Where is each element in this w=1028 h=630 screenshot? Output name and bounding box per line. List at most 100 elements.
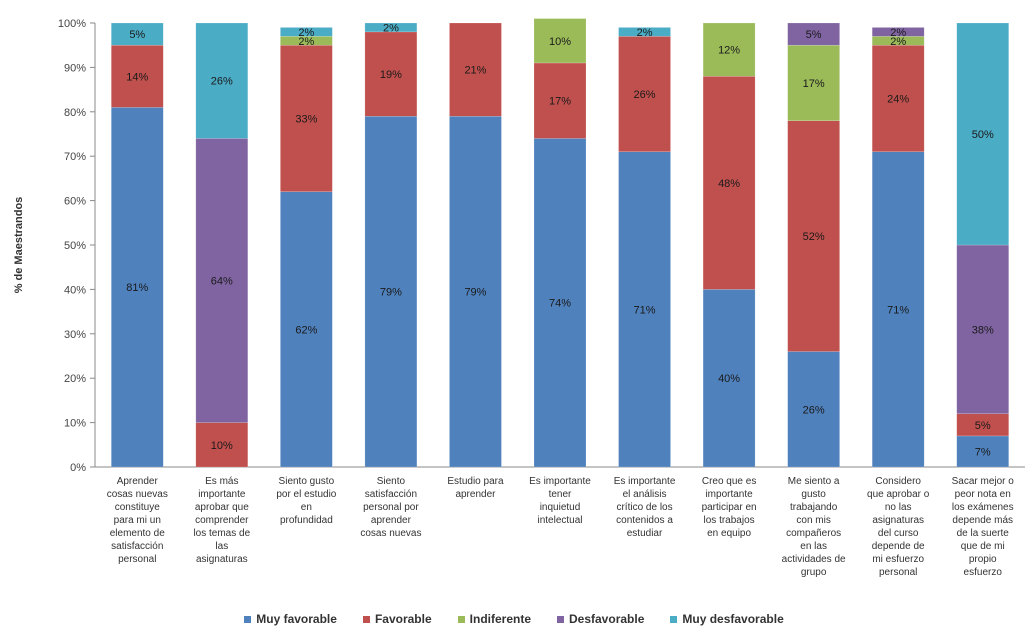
x-tick-label: crítico de los	[616, 502, 672, 513]
legend-label: Desfavorable	[569, 612, 645, 626]
data-label: 81%	[126, 282, 148, 294]
x-tick-label: que de mi	[961, 541, 1005, 552]
data-label: 40%	[718, 373, 740, 385]
bar-segment	[618, 151, 671, 468]
data-label: 10%	[211, 440, 233, 452]
legend-item: Indiferente	[457, 612, 531, 626]
y-tick-label: 0%	[70, 462, 86, 474]
x-tick-label: contenidos a	[616, 515, 673, 526]
data-label: 33%	[295, 113, 317, 125]
data-label: 38%	[972, 324, 994, 336]
data-label: 50%	[972, 129, 994, 141]
x-tick-label: grupo	[801, 567, 827, 578]
bar-segment	[364, 31, 418, 117]
data-label: 2%	[890, 27, 906, 39]
bar-segment	[280, 191, 333, 468]
bar-segment	[787, 22, 840, 46]
stacked-bar-chart: % de Maestrandos 0% 10% 20% 30% 40% 50% 60% 70% 8…	[13, 18, 1025, 578]
legend-swatch	[457, 615, 465, 623]
data-label: 52%	[803, 231, 825, 243]
data-label: 2%	[890, 36, 906, 48]
x-tick-label: del curso	[878, 528, 919, 539]
bar-segment	[280, 44, 333, 192]
y-tick-label: 70%	[64, 151, 86, 163]
x-tick-label: Considero	[875, 476, 921, 487]
legend-item: Muy desfavorable	[670, 612, 784, 626]
x-tick-label: esfuerzo	[964, 567, 1003, 578]
x-tick-label: profundidad	[280, 515, 333, 526]
x-tick-label: de la suerte	[957, 528, 1010, 539]
bar-segment	[195, 422, 249, 468]
bar-segment	[956, 244, 1009, 414]
legend-swatch	[244, 615, 252, 623]
data-label: 48%	[718, 178, 740, 190]
bar-segment	[364, 115, 418, 468]
bar-segment	[956, 22, 1009, 246]
data-label: 2%	[298, 36, 314, 48]
bar-segment	[533, 62, 587, 139]
legend-label: Indiferente	[469, 612, 531, 626]
x-tick-label: cosas nuevas	[107, 489, 168, 500]
x-tick-label: personal	[118, 554, 156, 565]
chart-legend: Muy favorable Favorable Indiferente Desfavo…	[0, 612, 1028, 626]
bar-segment	[280, 27, 333, 37]
bar-segment	[956, 435, 1009, 468]
x-tick-label: gusto	[801, 489, 826, 500]
x-tick-label: asignaturas	[196, 554, 248, 565]
data-label: 19%	[380, 69, 402, 81]
x-tick-label: aprender	[455, 489, 496, 500]
bar-segment	[702, 289, 756, 468]
x-tick-label: Es importante	[529, 476, 591, 487]
legend-item: Muy favorable	[244, 612, 337, 626]
x-tick-label: satisfacción	[365, 489, 417, 500]
x-tick-label: mi esfuerzo	[872, 554, 924, 565]
y-tick-label: 20%	[64, 373, 86, 385]
legend-swatch	[362, 615, 370, 623]
x-tick-label: Es importante	[614, 476, 676, 487]
bar-segment	[787, 351, 840, 468]
data-label: 5%	[129, 29, 145, 41]
x-tick-label: Creo que es	[702, 476, 756, 487]
bar-segment	[871, 44, 925, 153]
x-tick-label: estudiar	[627, 528, 663, 539]
data-label: 64%	[211, 276, 233, 288]
data-label: 26%	[211, 76, 233, 88]
data-label: 79%	[464, 287, 486, 299]
legend-swatch	[670, 615, 678, 623]
bar-segment	[195, 138, 249, 423]
x-tick-label: inquietud	[540, 502, 581, 513]
x-tick-label: elemento de	[110, 528, 165, 539]
data-label: 17%	[549, 96, 571, 108]
x-tick-label: actividades de	[782, 554, 846, 565]
x-tick-label: con mis	[796, 515, 830, 526]
bar-segment	[871, 151, 925, 468]
x-tick-label: satisfacción	[111, 541, 163, 552]
data-label: 2%	[298, 27, 314, 39]
y-tick-label: 50%	[64, 240, 86, 252]
y-axis-title: % de Maestrandos	[13, 197, 25, 294]
legend-label: Favorable	[374, 612, 432, 626]
x-tick-label: cosas nuevas	[360, 528, 421, 539]
bar-segment	[111, 107, 164, 468]
data-label: 21%	[464, 65, 486, 77]
bar-segment	[871, 27, 925, 37]
x-tick-label: Siento gusto	[279, 476, 335, 487]
x-tick-label: en	[301, 502, 312, 513]
x-tick-label: Es más	[205, 476, 238, 487]
x-tick-label: Estudio para	[447, 476, 504, 487]
x-tick-label: Sacar mejor o	[952, 476, 1015, 487]
x-tick-label: propio	[969, 554, 997, 565]
legend-item: Desfavorable	[557, 612, 644, 626]
legend-item: Favorable	[362, 612, 432, 626]
bar-segment	[195, 22, 249, 139]
legend-label: Muy desfavorable	[682, 612, 784, 626]
x-tick-label: peor nota en	[955, 489, 1011, 500]
x-tick-label: los temas de	[193, 528, 250, 539]
y-tick-label: 10%	[64, 418, 86, 430]
bar-segment	[533, 138, 587, 468]
y-tick-label: 30%	[64, 329, 86, 341]
x-tick-label: compañeros	[786, 528, 841, 539]
data-label: 74%	[549, 298, 571, 310]
data-label: 2%	[383, 22, 399, 34]
